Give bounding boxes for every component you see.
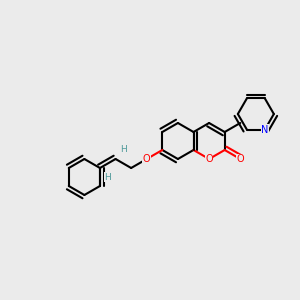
Text: O: O <box>205 154 213 164</box>
Text: N: N <box>261 124 268 135</box>
Text: H: H <box>120 146 127 154</box>
Text: O: O <box>236 154 244 164</box>
Text: H: H <box>104 172 111 182</box>
Text: O: O <box>143 154 151 164</box>
